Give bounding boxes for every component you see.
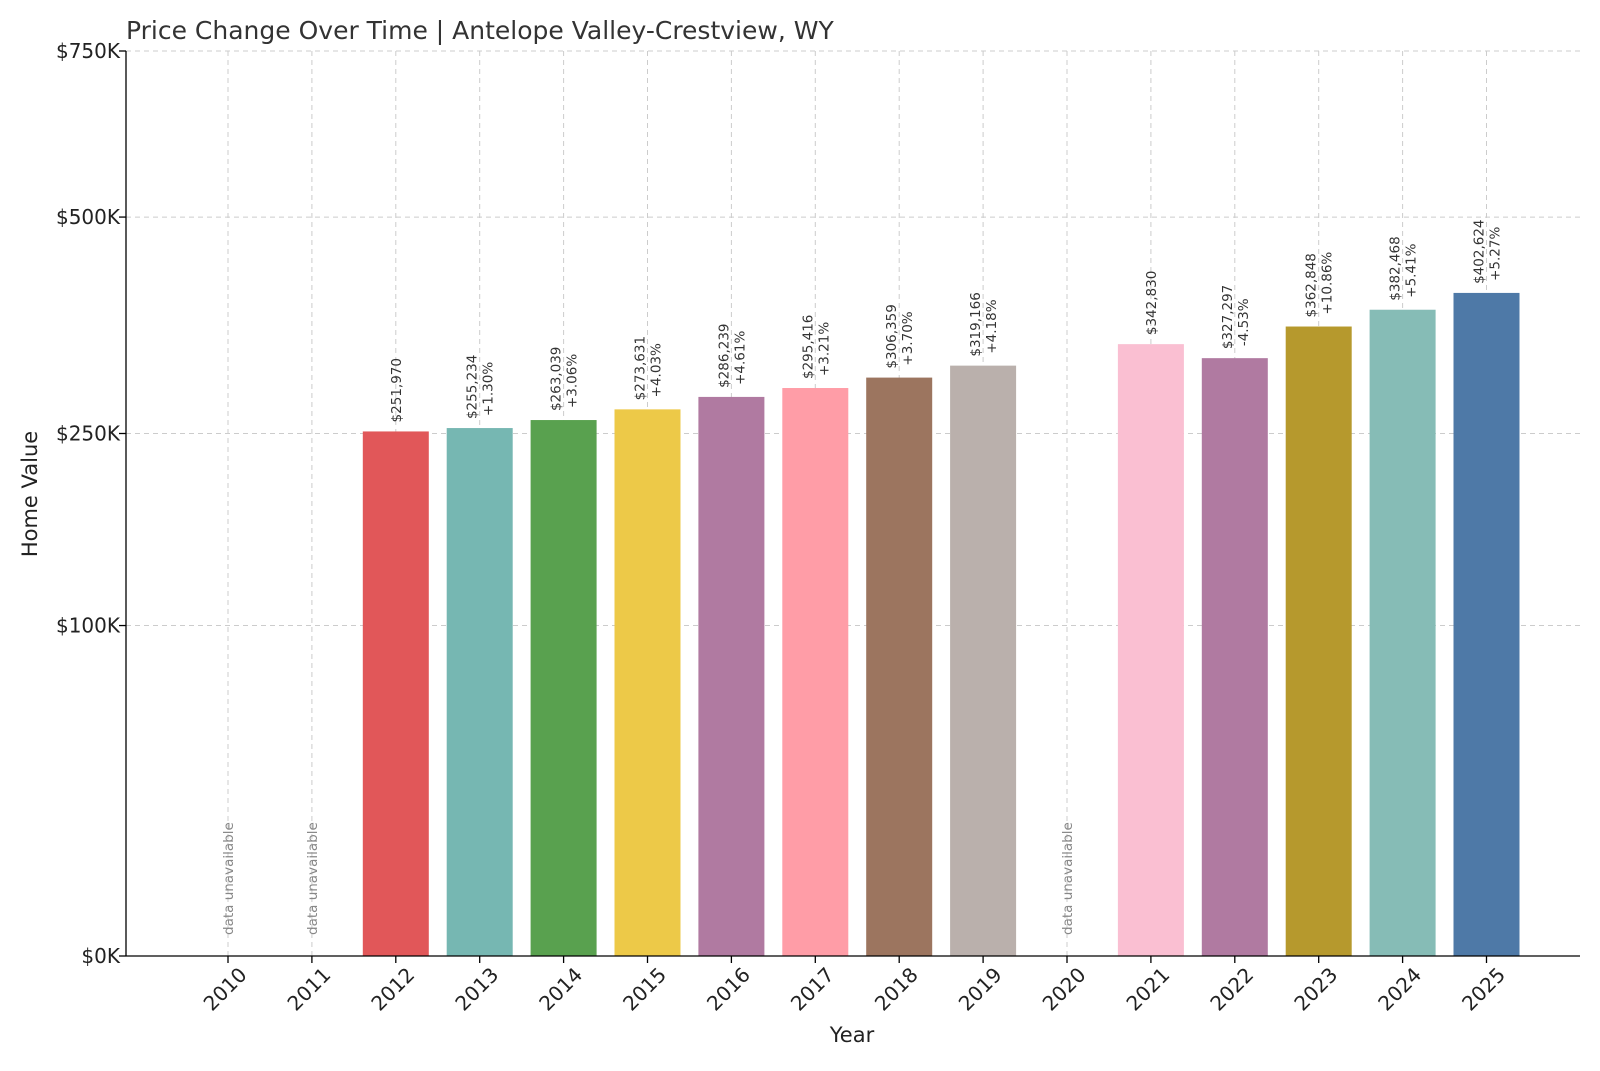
bar-value-label: $402,624 <box>1472 219 1488 283</box>
bar-value-label: $327,297 <box>1220 285 1236 349</box>
data-unavailable-label: data unavailable <box>305 822 321 935</box>
bar-value-label: $251,970 <box>389 358 405 422</box>
bar-2025 <box>1453 292 1520 956</box>
bar-2015 <box>614 409 681 956</box>
bar-2024 <box>1369 309 1436 956</box>
bar-2014 <box>530 420 597 956</box>
bar-change-label: -4.53% <box>1236 298 1252 346</box>
bar-change-label: +5.27% <box>1488 227 1504 281</box>
bar-change-label: +3.06% <box>565 354 581 408</box>
y-tick-label: $250K <box>56 421 121 445</box>
bar-value-label: $362,848 <box>1304 253 1320 317</box>
bar-change-label: +1.30% <box>481 362 497 416</box>
y-tick-label: $750K <box>56 39 121 63</box>
bar-value-label: $382,468 <box>1388 236 1404 300</box>
bar-labels: data unavailable data unavailable $251,970… <box>221 219 1504 935</box>
bar-change-label: +3.21% <box>816 322 832 376</box>
x-tick-label: 2020 <box>1038 963 1091 1016</box>
bar-2023 <box>1285 326 1352 956</box>
bar-change-label: +10.86% <box>1320 252 1336 315</box>
bar-2012 <box>362 431 429 957</box>
bar-change-label: +4.03% <box>649 343 665 397</box>
bar-value-label: $306,359 <box>884 304 900 368</box>
bar-2021 <box>1117 344 1184 956</box>
bar-change-label: +3.70% <box>900 311 916 365</box>
x-tick-label: 2011 <box>282 963 335 1016</box>
bar-value-label: $286,239 <box>716 323 732 387</box>
bar-change-label: +4.18% <box>984 299 1000 353</box>
x-tick-label: 2013 <box>450 963 503 1016</box>
bar-value-label: $263,039 <box>549 347 565 411</box>
bar-change-label: +4.61% <box>732 331 748 385</box>
x-tick-label: 2017 <box>786 963 839 1016</box>
bar-value-label: $342,830 <box>1144 271 1160 335</box>
x-tick-label: 2021 <box>1121 963 1174 1016</box>
bar-value-label: $273,631 <box>633 336 649 400</box>
bar-2018 <box>866 377 933 956</box>
x-tick-label: 2022 <box>1205 963 1258 1016</box>
chart-title: Price Change Over Time | Antelope Valley… <box>126 16 834 45</box>
y-tick-label: $500K <box>56 205 121 229</box>
x-tick-label: 2023 <box>1289 963 1342 1016</box>
x-tick-label: 2012 <box>366 963 419 1016</box>
bar-2019 <box>950 365 1017 956</box>
x-axis-label: Year <box>829 1023 875 1047</box>
bar-2017 <box>782 388 849 957</box>
x-tick-label: 2025 <box>1457 963 1510 1016</box>
y-axis-label: Home Value <box>18 431 42 557</box>
grid-lines <box>126 50 1580 956</box>
data-unavailable-label: data unavailable <box>1060 822 1076 935</box>
bar-value-label: $255,234 <box>465 355 481 419</box>
x-tick-label: 2016 <box>702 963 755 1016</box>
bar-2013 <box>446 428 513 957</box>
bars <box>362 292 1520 957</box>
bar-value-label: $295,416 <box>800 315 816 379</box>
bar-2022 <box>1201 358 1268 956</box>
bar-change-label: +5.41% <box>1404 243 1420 297</box>
x-tick-label: 2015 <box>618 963 671 1016</box>
y-tick-label: $100K <box>56 614 121 638</box>
bar-2016 <box>698 396 765 956</box>
data-unavailable-label: data unavailable <box>221 822 237 935</box>
x-tick-label: 2019 <box>954 963 1007 1016</box>
x-tick-label: 2014 <box>534 963 587 1016</box>
x-tick-label: 2024 <box>1373 963 1426 1016</box>
y-tick-label: $0K <box>81 944 120 968</box>
x-tick-label: 2018 <box>870 963 923 1016</box>
x-tick-label: 2010 <box>199 963 252 1016</box>
bar-value-label: $319,166 <box>968 292 984 356</box>
